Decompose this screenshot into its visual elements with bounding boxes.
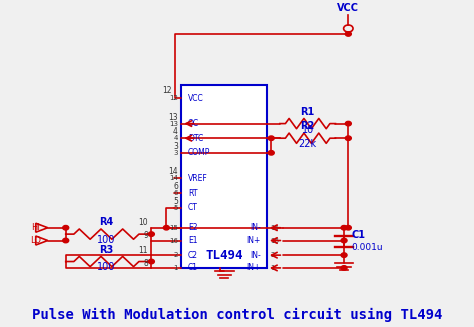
Text: R4: R4 <box>99 217 114 227</box>
Circle shape <box>164 226 169 230</box>
Text: 1: 1 <box>270 265 275 271</box>
Text: 13: 13 <box>169 121 178 127</box>
Circle shape <box>346 121 351 126</box>
Text: 5: 5 <box>173 197 178 206</box>
Text: 9: 9 <box>143 231 148 240</box>
Text: 10: 10 <box>138 218 148 228</box>
Text: COMP: COMP <box>188 148 210 157</box>
Text: 4: 4 <box>173 127 178 136</box>
Text: IN-: IN- <box>250 250 261 260</box>
Text: 5: 5 <box>173 205 178 211</box>
Text: OC: OC <box>188 119 199 128</box>
Text: TL494: TL494 <box>205 249 243 262</box>
Text: 3: 3 <box>173 150 178 156</box>
Text: VCC: VCC <box>188 94 203 102</box>
Text: R1: R1 <box>301 107 315 117</box>
Text: 16: 16 <box>270 237 279 244</box>
Circle shape <box>341 253 347 257</box>
Text: CT: CT <box>188 203 198 212</box>
Text: 100: 100 <box>97 235 116 245</box>
Text: VREF: VREF <box>188 174 208 183</box>
Text: DTC: DTC <box>188 134 203 143</box>
Text: 100: 100 <box>97 263 116 272</box>
Text: IN+: IN+ <box>246 264 261 272</box>
Text: RT: RT <box>188 188 197 198</box>
Text: IN-: IN- <box>250 223 261 232</box>
Text: 22k: 22k <box>299 139 317 149</box>
Text: 3: 3 <box>173 142 178 151</box>
Text: Pulse With Modulation control circuit using TL494: Pulse With Modulation control circuit us… <box>32 308 442 322</box>
Text: VCC: VCC <box>337 3 359 13</box>
Circle shape <box>346 136 351 141</box>
Circle shape <box>346 226 351 230</box>
Text: 0.001u: 0.001u <box>352 243 383 252</box>
Text: 1: 1 <box>173 265 178 271</box>
Circle shape <box>341 266 347 270</box>
Text: IN+: IN+ <box>246 236 261 245</box>
Text: C1: C1 <box>352 230 366 240</box>
Text: 10: 10 <box>301 125 314 135</box>
Text: 14: 14 <box>169 175 178 181</box>
Text: 13: 13 <box>168 113 178 122</box>
Text: 14: 14 <box>168 167 178 177</box>
Bar <box>182 85 267 268</box>
Text: 4: 4 <box>173 135 178 141</box>
Text: C2: C2 <box>188 250 198 260</box>
Text: 12: 12 <box>169 95 178 101</box>
Text: 15: 15 <box>169 225 178 231</box>
Text: 15: 15 <box>270 225 279 231</box>
Circle shape <box>63 238 69 243</box>
Text: C1: C1 <box>188 264 198 272</box>
Text: 2: 2 <box>270 252 275 258</box>
Circle shape <box>346 32 351 36</box>
Text: 8: 8 <box>143 259 148 268</box>
Text: 6: 6 <box>173 182 178 191</box>
Circle shape <box>148 232 155 236</box>
Text: LO: LO <box>30 236 41 245</box>
Circle shape <box>268 150 274 155</box>
Text: R3: R3 <box>99 245 114 254</box>
Text: 12: 12 <box>163 86 172 95</box>
Text: 11: 11 <box>138 246 148 255</box>
Circle shape <box>148 259 155 264</box>
Text: 2: 2 <box>173 252 178 258</box>
Circle shape <box>268 136 274 141</box>
Text: E1: E1 <box>188 236 197 245</box>
Circle shape <box>63 226 69 230</box>
Circle shape <box>341 226 347 230</box>
Text: HI: HI <box>31 223 40 232</box>
Text: 6: 6 <box>173 190 178 196</box>
Circle shape <box>341 238 347 243</box>
Text: 16: 16 <box>169 237 178 244</box>
Text: E2: E2 <box>188 223 197 232</box>
Text: R2: R2 <box>301 121 315 131</box>
